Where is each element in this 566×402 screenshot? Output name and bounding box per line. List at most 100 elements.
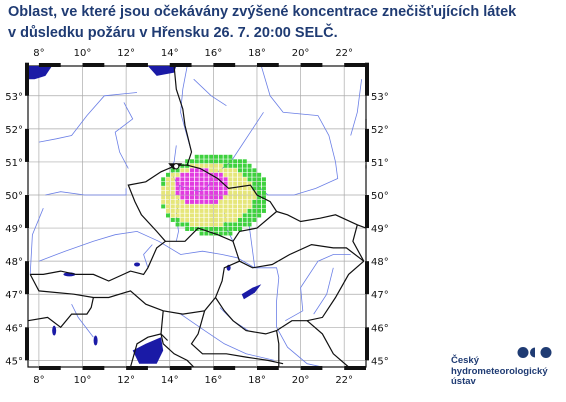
plume-cell [257, 199, 262, 204]
plume-cell [175, 190, 180, 195]
lat-label-left: 45° [5, 356, 23, 367]
plume-cell [247, 208, 252, 213]
plume-cell [237, 159, 242, 164]
frame-bar [213, 366, 236, 370]
plume-cell [223, 199, 228, 204]
river-line [313, 267, 334, 315]
lon-label-bottom: 18° [248, 375, 266, 386]
plume-cell [252, 181, 257, 186]
plume-cell [180, 213, 185, 218]
plume-cell [199, 163, 204, 168]
plume-cell [213, 217, 218, 222]
plume-cell [257, 208, 262, 213]
border-line [187, 164, 278, 212]
border-line [214, 260, 365, 335]
plume-cell [223, 222, 228, 227]
lat-label-left: 52° [5, 125, 23, 136]
plume-cell [194, 213, 199, 218]
plume-cell [252, 168, 257, 173]
plume-cell [185, 186, 190, 191]
plume-cell [161, 177, 166, 182]
plume-cell [223, 204, 228, 209]
plume-cell [189, 217, 194, 222]
plume-cell [242, 217, 247, 222]
lat-label-left: 51° [5, 158, 23, 169]
plume-cell [237, 172, 242, 177]
plume-cell [189, 222, 194, 227]
plume-cell [261, 190, 266, 195]
plume-cell [209, 168, 214, 173]
plume-cell [185, 168, 190, 173]
plume-cell [247, 204, 252, 209]
frame-bar [126, 366, 148, 370]
plume-cell [218, 177, 223, 182]
plume-cell [194, 154, 199, 159]
plume-cell [218, 172, 223, 177]
border-line [27, 297, 94, 329]
plume-cell [218, 181, 223, 186]
plume-cell [228, 177, 233, 182]
plume-cell [209, 186, 214, 191]
river-line [71, 304, 94, 338]
plume-cell [189, 181, 194, 186]
plume-cell [161, 186, 166, 191]
plume-cell [228, 154, 233, 159]
plume-cell [199, 181, 204, 186]
plume-cell [209, 177, 214, 182]
plume-cell [261, 199, 266, 204]
plume-cell [185, 159, 190, 164]
plume-cell [194, 177, 199, 182]
plume-cell [170, 168, 175, 173]
plume-cell [237, 199, 242, 204]
plume-cell [180, 181, 185, 186]
plume-cell [170, 204, 175, 209]
frame-bar [256, 366, 279, 370]
lon-label-top: 18° [248, 48, 266, 59]
plume-cell [233, 195, 238, 200]
plume-cell [180, 168, 185, 173]
plume-cell [209, 217, 214, 222]
lake-maggiore [52, 325, 57, 336]
plume-cell [189, 190, 194, 195]
plume-cell [175, 208, 180, 213]
plume-cell [175, 213, 180, 218]
plume-cell [247, 177, 252, 182]
plume-cell [165, 181, 170, 186]
plume-cell [257, 177, 262, 182]
frame-bar [126, 63, 148, 67]
plume-cell [242, 177, 247, 182]
plume-cell [237, 181, 242, 186]
plume-cell [204, 204, 209, 209]
plume-cell [252, 199, 257, 204]
plume-cell [204, 186, 209, 191]
plume-cell [213, 168, 218, 173]
plume-cell [165, 190, 170, 195]
plume-cell [165, 204, 170, 209]
plume-cell [228, 172, 233, 177]
lat-label-left: 48° [5, 257, 23, 268]
plume-cell [233, 168, 238, 173]
plume-cell [242, 222, 247, 227]
plume-cell [237, 186, 242, 191]
frame-bar [38, 63, 61, 67]
plume-cell [194, 159, 199, 164]
plume-cell [209, 204, 214, 209]
plume-cell [180, 217, 185, 222]
plume-cell [237, 163, 242, 168]
border-line [190, 310, 284, 365]
plume-cell [209, 213, 214, 218]
frame-bar [25, 195, 29, 229]
plume-cell [237, 204, 242, 209]
plume-cell [223, 231, 228, 236]
lon-label-top: 20° [292, 48, 310, 59]
frame-bar [25, 128, 29, 162]
north-sea [28, 66, 52, 80]
plume-cell [161, 181, 166, 186]
plume-cell [170, 217, 175, 222]
plume-cell [237, 217, 242, 222]
plume-cell [209, 231, 214, 236]
plume-cell [175, 222, 180, 227]
plume-cell [165, 213, 170, 218]
plume-cell [180, 172, 185, 177]
plume-cell [204, 231, 209, 236]
